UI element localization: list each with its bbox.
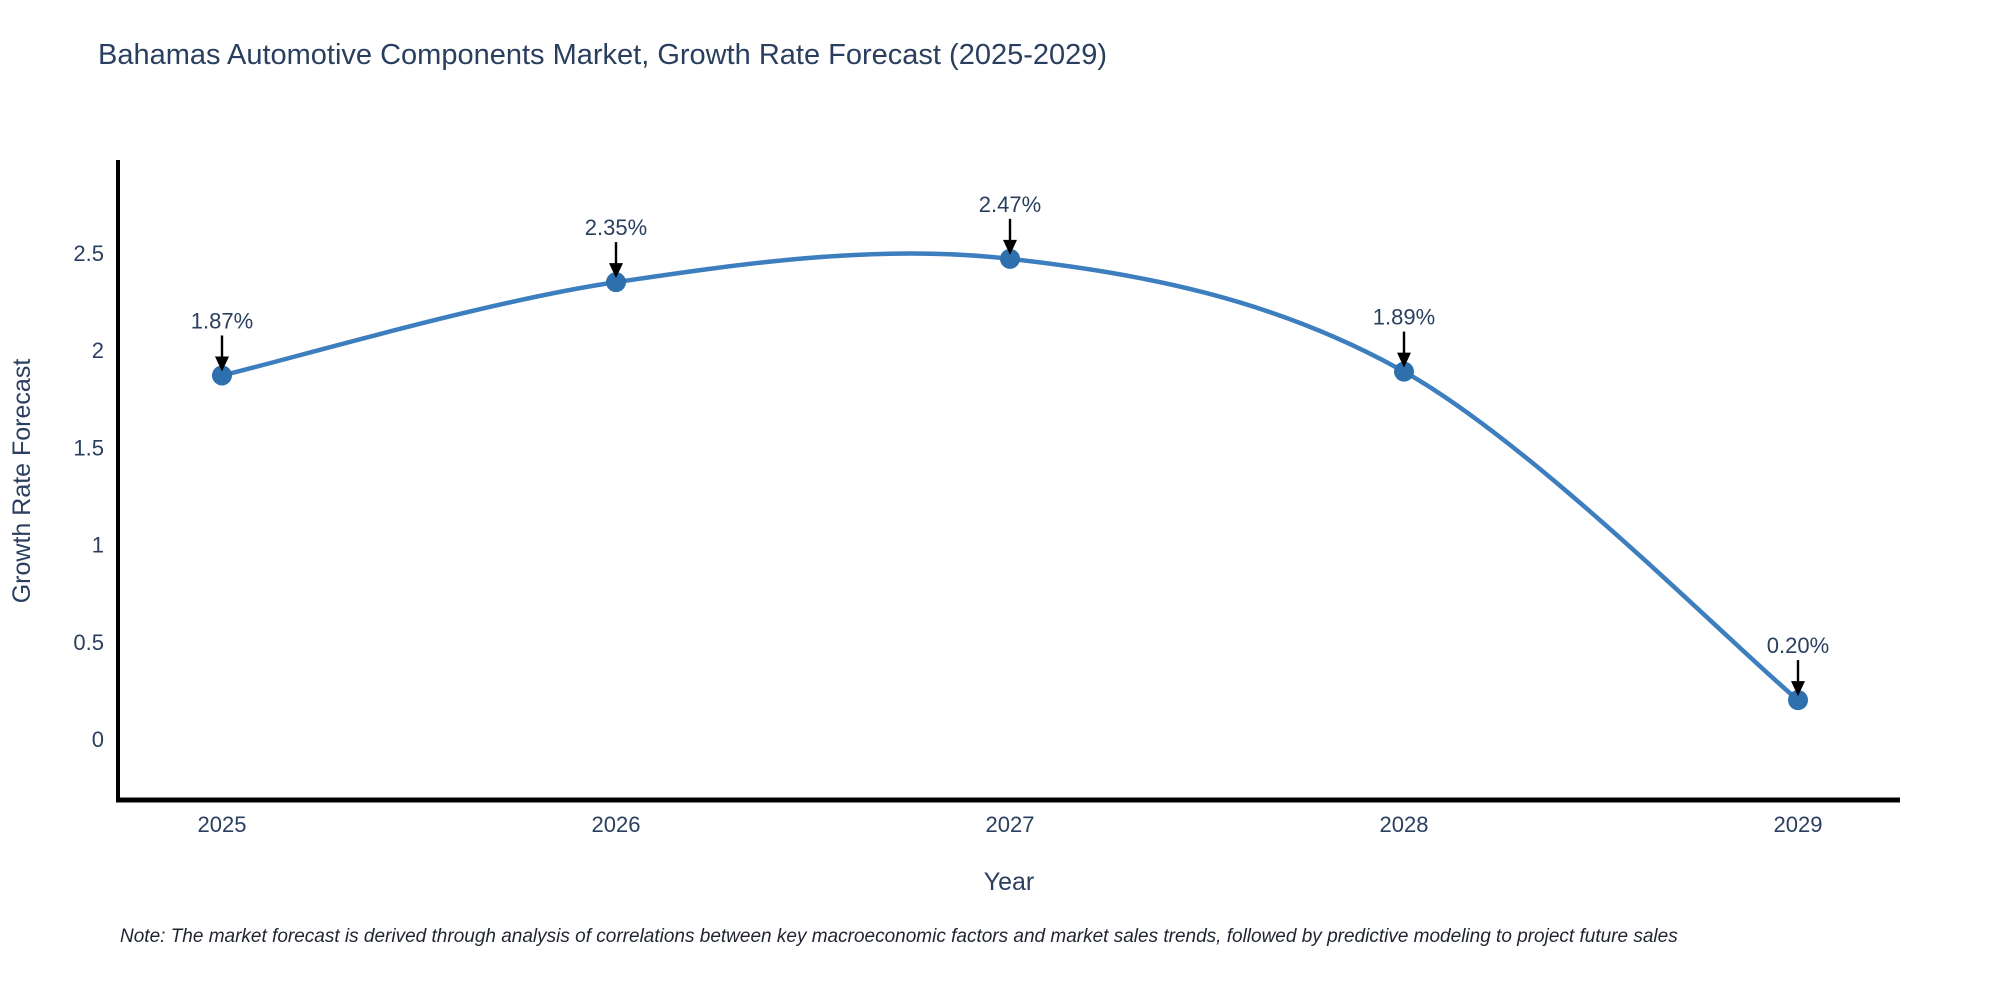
- x-tick-label: 2028: [1380, 812, 1429, 837]
- forecast-line: [219, 251, 1801, 703]
- x-axis-title: Year: [984, 868, 1035, 896]
- axes: [116, 160, 1900, 803]
- data-points: [212, 248, 1808, 711]
- footnote: Note: The market forecast is derived thr…: [120, 926, 1678, 947]
- y-tick-label: 1: [92, 533, 104, 558]
- x-tick-label: 2029: [1774, 812, 1823, 837]
- y-tick-label: 0.5: [73, 630, 104, 655]
- annotation-arrowhead-icon: [215, 356, 229, 372]
- y-tick-label: 1.5: [73, 435, 104, 460]
- x-axis-tick-labels: 2025 2026 2027 2028 2029: [198, 812, 1823, 837]
- y-tick-label: 0: [92, 727, 104, 752]
- x-tick-label: 2027: [986, 812, 1035, 837]
- data-point-2025[interactable]: [212, 365, 232, 386]
- value-label-2025: 1.87%: [191, 308, 253, 333]
- data-point-2027[interactable]: [1000, 248, 1020, 269]
- y-axis-title: Growth Rate Forecast: [8, 359, 36, 604]
- data-point-2028[interactable]: [1394, 361, 1414, 382]
- annotation-arrowhead-icon: [1003, 239, 1017, 255]
- annotation-arrowhead-icon: [1791, 681, 1805, 697]
- x-tick-label: 2026: [592, 812, 641, 837]
- y-tick-label: 2: [92, 338, 104, 363]
- value-annotations: 1.87% 2.35% 2.47% 1.89% 0.20%: [191, 192, 1829, 697]
- value-label-2026: 2.35%: [585, 215, 647, 240]
- value-label-2027: 2.47%: [979, 192, 1041, 217]
- data-point-2029[interactable]: [1788, 690, 1808, 711]
- trend-line-path: [219, 251, 1801, 703]
- y-tick-label: 2.5: [73, 241, 104, 266]
- data-point-2026[interactable]: [606, 272, 626, 293]
- x-tick-label: 2025: [198, 812, 247, 837]
- value-label-2029: 0.20%: [1767, 633, 1829, 658]
- chart-title: Bahamas Automotive Components Market, Gr…: [98, 39, 1107, 71]
- value-label-2028: 1.89%: [1373, 305, 1435, 330]
- y-axis-tick-labels: 0 0.5 1 1.5 2 2.5: [73, 241, 104, 752]
- annotation-arrowhead-icon: [609, 263, 623, 279]
- annotation-arrowhead-icon: [1397, 352, 1411, 368]
